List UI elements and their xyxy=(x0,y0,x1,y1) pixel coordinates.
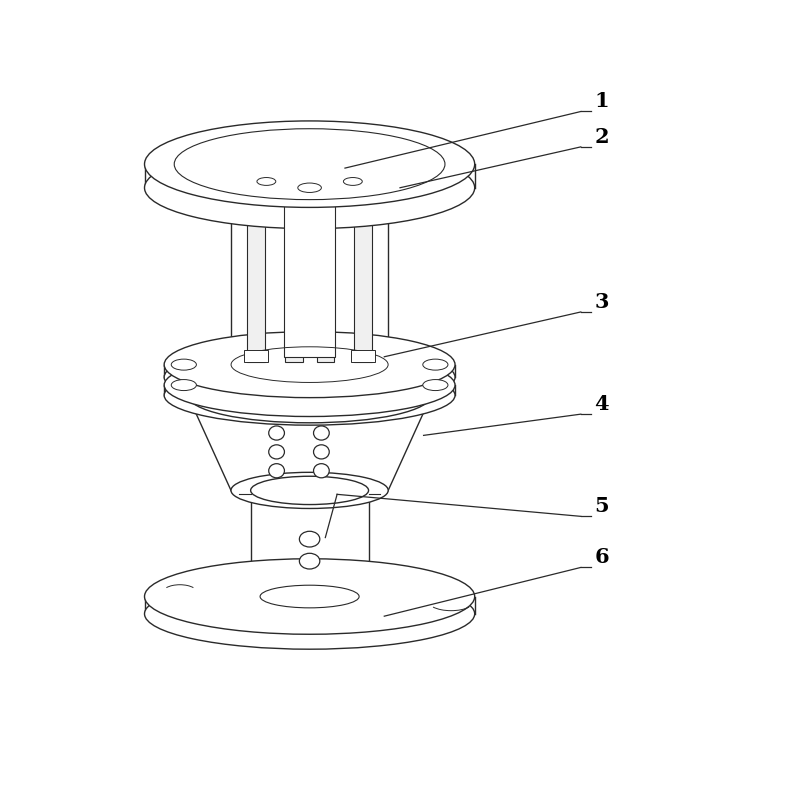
Ellipse shape xyxy=(343,178,362,186)
Polygon shape xyxy=(231,188,388,365)
Polygon shape xyxy=(145,164,474,188)
Ellipse shape xyxy=(299,531,320,547)
Polygon shape xyxy=(244,350,268,362)
Ellipse shape xyxy=(231,472,388,509)
Text: 4: 4 xyxy=(594,394,609,414)
Ellipse shape xyxy=(145,558,474,634)
Text: 6: 6 xyxy=(594,547,609,567)
Ellipse shape xyxy=(145,578,474,649)
Ellipse shape xyxy=(188,368,431,422)
Ellipse shape xyxy=(298,183,322,193)
Text: 3: 3 xyxy=(594,292,609,312)
Ellipse shape xyxy=(269,426,285,440)
Polygon shape xyxy=(351,350,375,362)
Text: 5: 5 xyxy=(594,496,609,516)
Text: 2: 2 xyxy=(594,126,609,146)
Ellipse shape xyxy=(164,346,455,409)
Ellipse shape xyxy=(299,554,320,569)
Polygon shape xyxy=(247,190,265,362)
Ellipse shape xyxy=(164,366,455,425)
Ellipse shape xyxy=(250,476,369,505)
Ellipse shape xyxy=(164,354,455,417)
Ellipse shape xyxy=(164,332,455,398)
Ellipse shape xyxy=(314,445,330,459)
Polygon shape xyxy=(250,490,369,573)
Polygon shape xyxy=(284,196,335,357)
Polygon shape xyxy=(145,597,474,614)
Ellipse shape xyxy=(314,426,330,440)
Ellipse shape xyxy=(422,359,448,370)
Polygon shape xyxy=(164,365,455,378)
Ellipse shape xyxy=(145,147,474,229)
Polygon shape xyxy=(164,385,455,395)
Polygon shape xyxy=(286,190,302,362)
Ellipse shape xyxy=(250,559,369,586)
Ellipse shape xyxy=(171,359,196,370)
Text: 1: 1 xyxy=(594,91,609,111)
Ellipse shape xyxy=(171,379,196,390)
Ellipse shape xyxy=(422,379,448,390)
Ellipse shape xyxy=(260,586,359,608)
Ellipse shape xyxy=(269,464,285,478)
Polygon shape xyxy=(354,190,372,362)
Ellipse shape xyxy=(231,345,388,384)
Polygon shape xyxy=(317,190,334,362)
Ellipse shape xyxy=(314,464,330,478)
Ellipse shape xyxy=(269,445,285,459)
Polygon shape xyxy=(188,395,431,490)
Ellipse shape xyxy=(231,168,388,207)
Ellipse shape xyxy=(257,178,276,186)
Ellipse shape xyxy=(145,121,474,207)
